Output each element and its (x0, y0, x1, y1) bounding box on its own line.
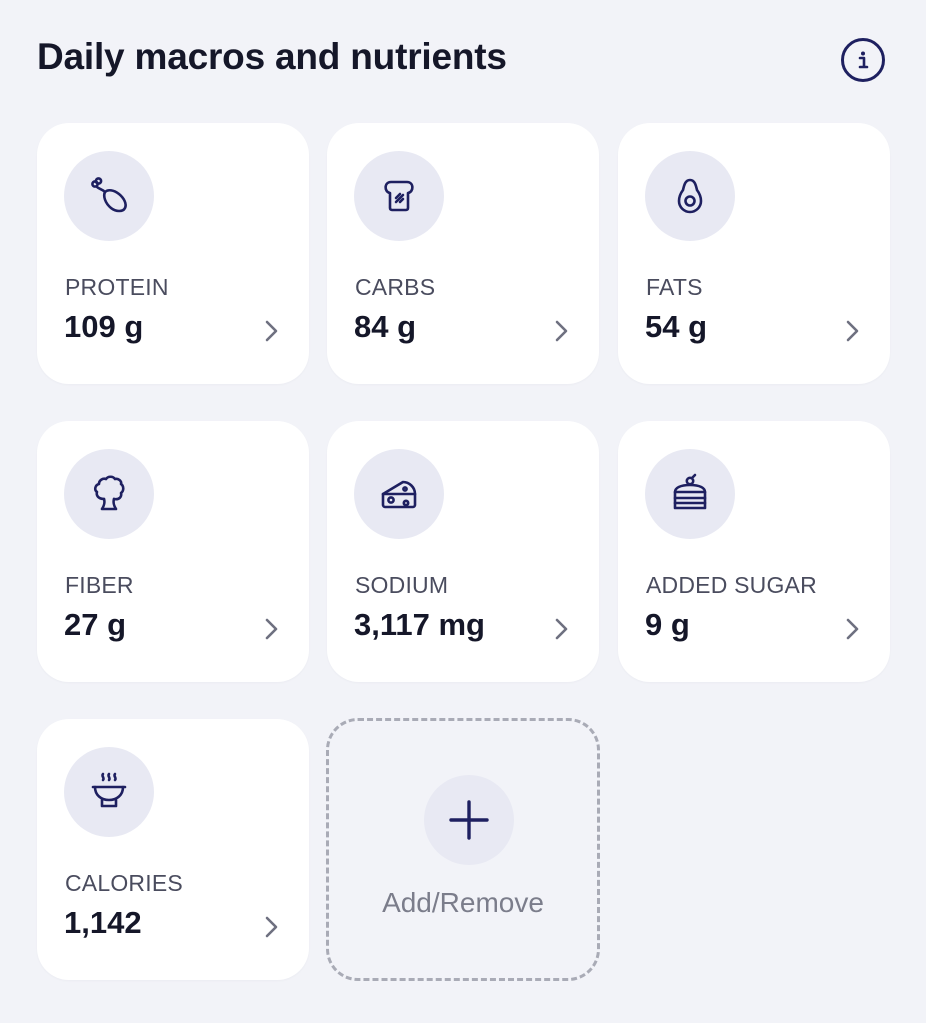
chevron-right-icon (265, 916, 278, 938)
icon-circle (64, 747, 154, 837)
nutrient-value: 84 g (354, 309, 417, 344)
icon-circle (64, 151, 154, 241)
cheese-icon (381, 480, 417, 509)
nutrient-value: 9 g (645, 607, 690, 642)
nutrient-card-fiber[interactable]: FIBER 27 g (37, 421, 309, 682)
nutrient-card-protein[interactable]: PROTEIN 109 g (37, 123, 309, 384)
nutrient-value: 3,117 mg (354, 607, 485, 642)
chevron-right-icon (555, 320, 568, 342)
nutrient-label: PROTEIN (65, 274, 169, 300)
nutrient-value: 27 g (64, 607, 127, 642)
chevron-right-icon (265, 320, 278, 342)
nutrient-label: CARBS (355, 274, 436, 300)
chevron-right-icon (555, 618, 568, 640)
icon-circle (354, 449, 444, 539)
info-button[interactable] (841, 38, 885, 82)
icon-circle (354, 151, 444, 241)
chevron-right-icon (846, 618, 859, 640)
add-remove-button[interactable]: Add/Remove (326, 718, 600, 981)
page-title: Daily macros and nutrients (37, 36, 507, 77)
drumstick-icon (91, 177, 127, 213)
nutrient-card-sodium[interactable]: SODIUM 3,117 mg (327, 421, 599, 682)
broccoli-icon (93, 475, 125, 511)
icon-circle (645, 449, 735, 539)
nutrient-card-carbs[interactable]: CARBS 84 g (327, 123, 599, 384)
nutrient-label: ADDED SUGAR (646, 572, 817, 598)
icon-circle (64, 449, 154, 539)
bread-icon (384, 180, 414, 212)
avocado-icon (677, 178, 703, 214)
nutrient-value: 1,142 (64, 905, 142, 940)
chevron-right-icon (265, 618, 278, 640)
nutrient-value: 109 g (64, 309, 144, 344)
nutrient-card-calories[interactable]: CALORIES 1,142 (37, 719, 309, 980)
icon-circle (424, 775, 514, 865)
info-icon (858, 51, 869, 69)
nutrient-label: FATS (646, 274, 703, 300)
cake-icon (673, 473, 707, 510)
nutrient-label: FIBER (65, 572, 134, 598)
header: Daily macros and nutrients (37, 32, 889, 88)
hot-bowl-icon (91, 772, 127, 808)
icon-circle (645, 151, 735, 241)
add-remove-label: Add/Remove (382, 887, 544, 918)
nutrient-label: CALORIES (65, 870, 183, 896)
nutrient-label: SODIUM (355, 572, 449, 598)
nutrient-value: 54 g (645, 309, 708, 344)
nutrient-card-fats[interactable]: FATS 54 g (618, 123, 890, 384)
plus-icon (449, 800, 489, 840)
chevron-right-icon (846, 320, 859, 342)
nutrient-card-added-sugar[interactable]: ADDED SUGAR 9 g (618, 421, 890, 682)
